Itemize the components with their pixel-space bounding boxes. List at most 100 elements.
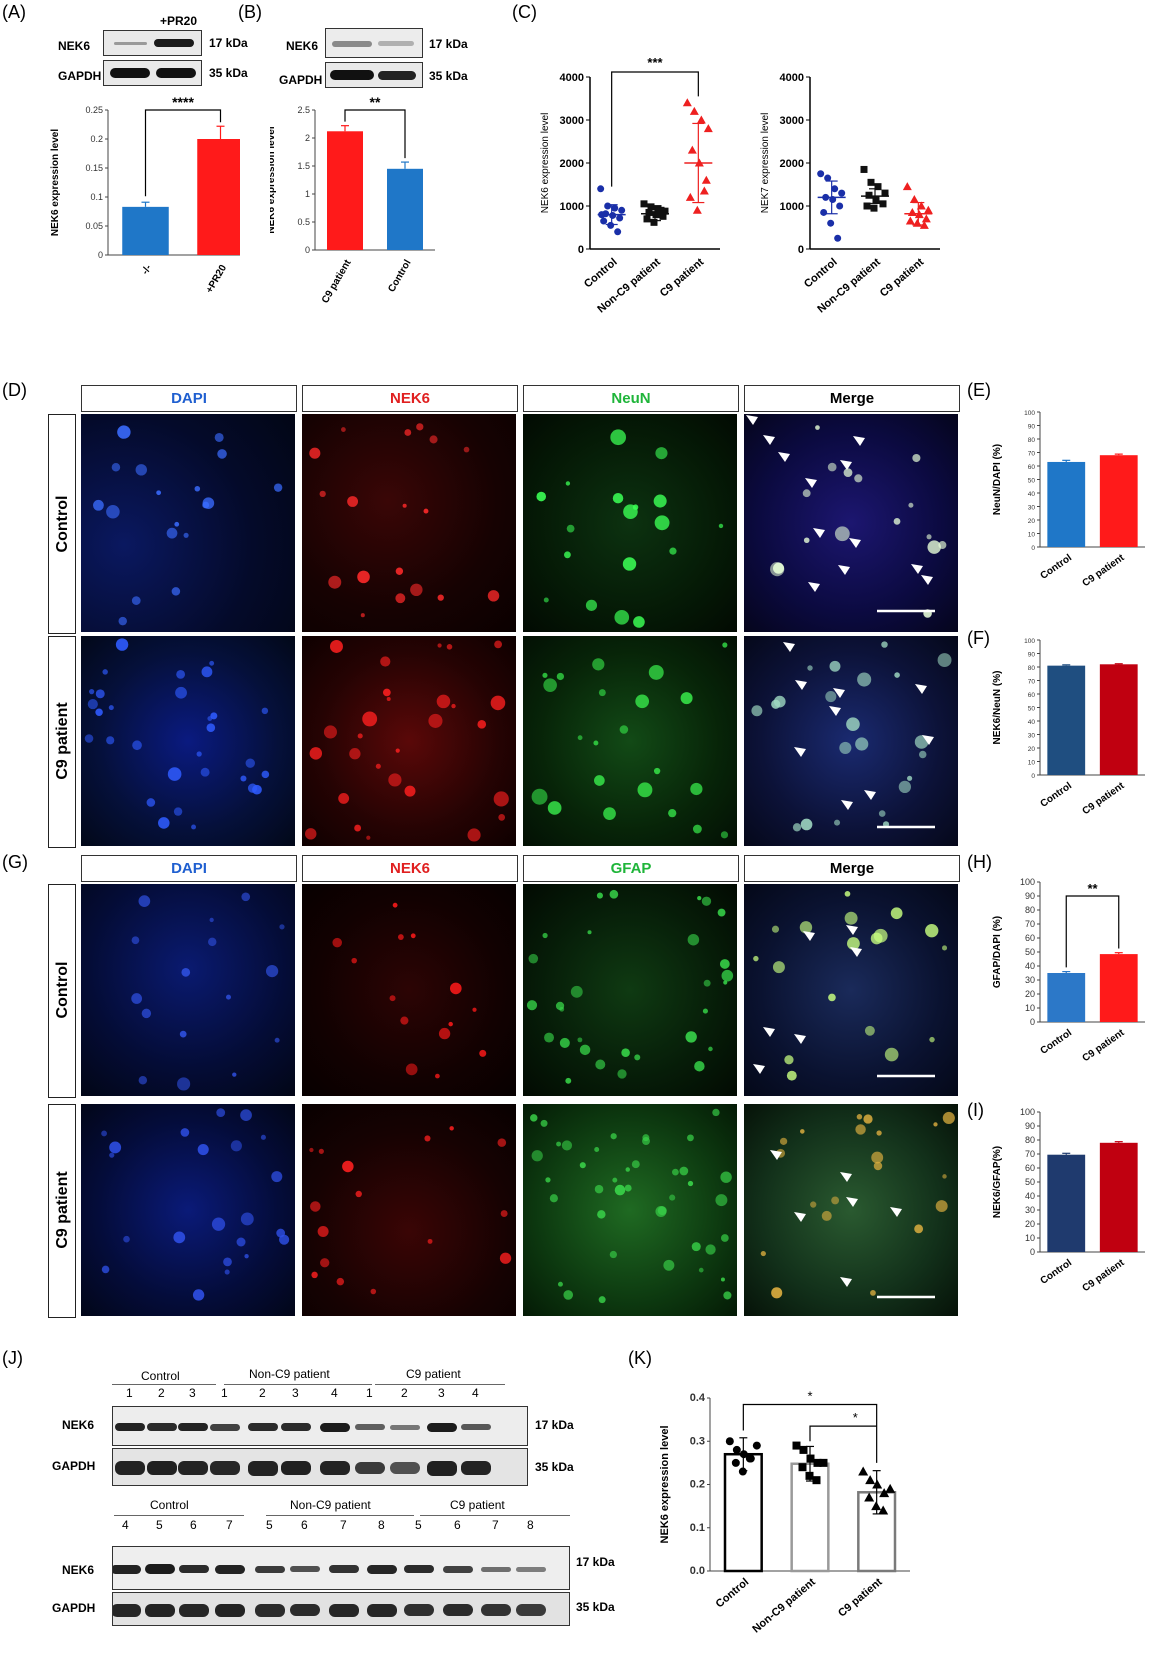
blot-j-top-nek6-band: [248, 1423, 278, 1431]
blot-a-gapdh-strip: [103, 60, 202, 86]
image-d-c9-nek6: [302, 636, 516, 846]
panel-label-f: (F): [967, 628, 990, 648]
chart-c-left-point: [661, 207, 669, 215]
chart-c-left-ytick-label: 1000: [560, 201, 584, 213]
blot-j-bottom-lane-label: 8: [378, 1518, 385, 1532]
blot-j-top-lane-label: 1: [366, 1386, 373, 1400]
blot-j-bottom-row-nek6: NEK6: [62, 1563, 95, 1577]
chart-c-left-point: [609, 211, 617, 219]
chart-h-sig-label: **: [1087, 881, 1098, 896]
chart-c-left-point: [618, 206, 626, 214]
chart-a-ytick-label: 0: [98, 250, 103, 260]
panel-label-k: (K): [628, 1348, 652, 1368]
chart-h-sig-bracket: [1065, 895, 1120, 968]
panel-label-b: (B): [238, 2, 262, 22]
chart-a-ytick-label: 0.2: [90, 134, 103, 144]
blot-a-row-nek6: NEK6: [58, 39, 91, 53]
chart-f-ylabel: NEK6/NeuN (%): [992, 671, 1003, 745]
chart-k-point: [792, 1441, 801, 1450]
chart-b-sig-label: **: [370, 95, 381, 110]
blot-j-top-kda-35: 35 kDa: [535, 1460, 574, 1474]
chart-h-ytick-label: 50: [1025, 947, 1035, 957]
blot-j-top-lane-label: 3: [438, 1386, 445, 1400]
chart-c-right-point: [827, 219, 835, 227]
blot-j-top-gapdh-band: [147, 1461, 177, 1475]
grid-g-row-control-label: Control: [54, 961, 71, 1019]
blot-j-top-gapdh-band: [461, 1461, 491, 1475]
chart-c-right-point: [923, 205, 933, 214]
chart-h-bar: [1099, 954, 1138, 1022]
chart-f-ytick-label: 40: [1028, 719, 1036, 726]
chart-h-ylabel: GFAP/DAPI (%): [992, 916, 1003, 988]
blot-j-top-lane-label: 2: [259, 1386, 266, 1400]
chart-a-sig-label: ****: [172, 95, 194, 110]
chart-h-bar: [1047, 973, 1086, 1022]
chart-c-right-ytick-label: 3000: [780, 115, 804, 127]
chart-a-bar: [122, 206, 169, 255]
chart-k: 0.0 0.1 0.2 0.3 0.4 NEK6 expression level Cont…: [659, 1388, 910, 1636]
chart-k-point: [752, 1441, 761, 1450]
chart-c-left-ytick-label: 0: [578, 244, 584, 256]
grid-g-col-gfap: GFAP: [523, 855, 739, 882]
blot-j-bottom-kda-35: 35 kDa: [576, 1600, 615, 1614]
blot-j-top-lane-label: 2: [401, 1386, 408, 1400]
chart-k-ytick-label: 0.4: [690, 1392, 706, 1404]
chart-a-category-label: +PR20: [204, 263, 229, 296]
blot-j-bottom-lane-label: 5: [156, 1518, 163, 1532]
chart-i-ytick-label: 30: [1025, 1205, 1035, 1215]
blot-j-bottom-gapdh-band: [255, 1603, 285, 1617]
chart-b-ylabel: NEK6 expression level: [270, 126, 277, 233]
chart-h-ytick-label: 0: [1030, 1017, 1035, 1027]
chart-c-left: 0 1000 2000 3000 4000 NEK6 expression level Co…: [540, 55, 720, 316]
blot-j-top-lane-label: 1: [221, 1386, 228, 1400]
chart-c-left-point: [696, 115, 706, 124]
grid-d-col-neun-label: NeuN: [611, 390, 651, 407]
chart-c-right-point: [834, 234, 842, 242]
chart-c-right-point: [838, 189, 846, 197]
blot-j-bottom-nek6-band: [329, 1565, 359, 1573]
chart-k-point: [806, 1454, 815, 1463]
chart-a-sig-bracket: [144, 109, 222, 197]
chart-f-ytick-label: 10: [1028, 760, 1036, 767]
chart-c-left-point: [685, 192, 695, 201]
blot-j-top-nek6-band: [178, 1423, 208, 1431]
chart-c-left-ylabel: NEK6 expression level: [540, 113, 551, 214]
chart-c-left-point: [611, 204, 619, 212]
chart-k-point: [739, 1450, 748, 1459]
blot-j-top-lane-label: 3: [292, 1386, 299, 1400]
blot-j-bottom-nek6-band: [516, 1566, 546, 1572]
blot-j-top-row-nek6: NEK6: [62, 1418, 95, 1432]
chart-f-ytick-label: 80: [1028, 665, 1036, 672]
blot-j-top-lane-label: 4: [331, 1386, 338, 1400]
chart-c-left-point: [659, 212, 667, 220]
chart-h-ytick-label: 90: [1025, 891, 1035, 901]
chart-k-bar: [790, 1462, 830, 1573]
blot-j-top-nek6-band: [461, 1424, 491, 1430]
blot-j-bottom-lane-label: 6: [301, 1518, 308, 1532]
blot-b-kda-35: 35 kDa: [429, 69, 468, 83]
blot-j-top-nek6-band: [281, 1423, 311, 1431]
grid-d-col-nek6: NEK6: [302, 385, 518, 412]
chart-c-right-ytick-label: 1000: [780, 201, 804, 213]
chart-h-ytick-label: 30: [1025, 975, 1035, 985]
chart-b-ytick-label: 1.5: [297, 161, 310, 171]
blot-j-bottom-lane-label: 6: [190, 1518, 197, 1532]
blot-j-bottom-nek6-band: [481, 1566, 511, 1572]
chart-h-category-label: C9 patient: [1081, 1027, 1127, 1064]
grid-d-col-dapi-label: DAPI: [171, 390, 207, 407]
chart-c-right-point: [881, 189, 889, 197]
grid-g-col-dapi-label: DAPI: [171, 860, 207, 877]
blot-j-top-nek6-band: [355, 1424, 385, 1430]
chart-c-right-point: [831, 185, 839, 193]
blot-j-top-gapdh-band: [178, 1461, 208, 1475]
chart-k-sig-bracket-2: [809, 1425, 877, 1442]
chart-c-right-ytick-label: 2000: [780, 158, 804, 170]
chart-a-category-label: -/-: [140, 263, 154, 277]
chart-b-category-label: C9 patient: [320, 257, 354, 305]
chart-a-ytick-label: 0.05: [85, 221, 103, 231]
chart-c-left-point: [657, 206, 665, 214]
chart-c-right-ytick-label: 0: [798, 244, 804, 256]
image-g-control-merge: [744, 884, 958, 1096]
chart-c-right-point: [921, 214, 931, 223]
blot-j-top-nek6-band: [427, 1422, 457, 1432]
